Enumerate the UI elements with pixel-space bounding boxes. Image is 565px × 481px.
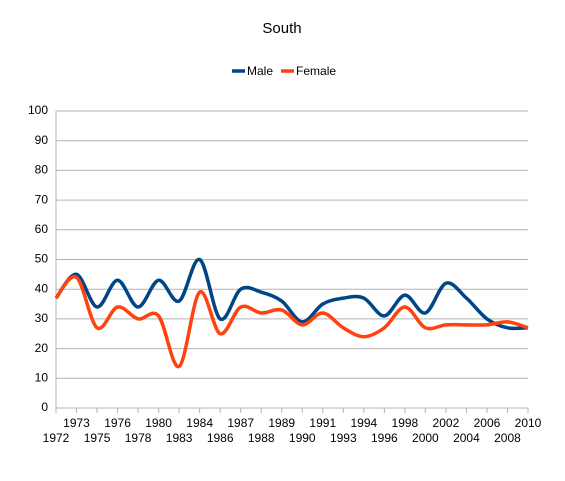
y-tick-label: 60 [35,222,49,236]
x-tick-label: 1998 [392,416,419,430]
x-tick-label: 1993 [330,431,357,445]
y-tick-label: 40 [35,281,49,295]
line-series [54,257,529,331]
x-tick-label: 1989 [268,416,295,430]
y-tick-label: 70 [35,192,49,206]
y-tick-label: 50 [35,252,49,266]
y-tick-label: 90 [35,133,49,147]
x-tick-label: 1991 [309,416,336,430]
x-tick-label: 1972 [43,431,70,445]
y-tick-label: 10 [35,370,49,384]
x-tick-label: 2008 [494,431,521,445]
x-tick-label: 1988 [248,431,275,445]
y-tick-label: 100 [28,103,48,117]
x-tick-label: 1978 [125,431,152,445]
x-tick-label: 1984 [186,416,213,430]
x-tick-label: 2010 [515,416,542,430]
x-tick-label: 2002 [433,416,460,430]
legend-label: Female [296,64,336,78]
x-tick-label: 1980 [145,416,172,430]
legend-label: Male [247,64,273,78]
x-tick-label: 1983 [166,431,193,445]
y-tick-label: 80 [35,163,49,177]
x-tick-label: 2006 [474,416,501,430]
x-tick-label: 2000 [412,431,439,445]
x-tick-label: 1975 [84,431,111,445]
x-tick-label: 1990 [289,431,316,445]
x-tick-label: 1996 [371,431,398,445]
x-tick-label: 1976 [104,416,131,430]
x-tick-label: 1973 [63,416,90,430]
x-tick-label: 1986 [207,431,234,445]
y-tick-label: 30 [35,311,49,325]
line-series [54,274,529,369]
y-tick-label: 20 [35,341,49,355]
chart-title: South [262,20,301,37]
y-tick-label: 0 [41,400,48,414]
x-tick-label: 1987 [227,416,254,430]
x-tick-label: 2004 [453,431,480,445]
x-tick-label: 1994 [350,416,377,430]
